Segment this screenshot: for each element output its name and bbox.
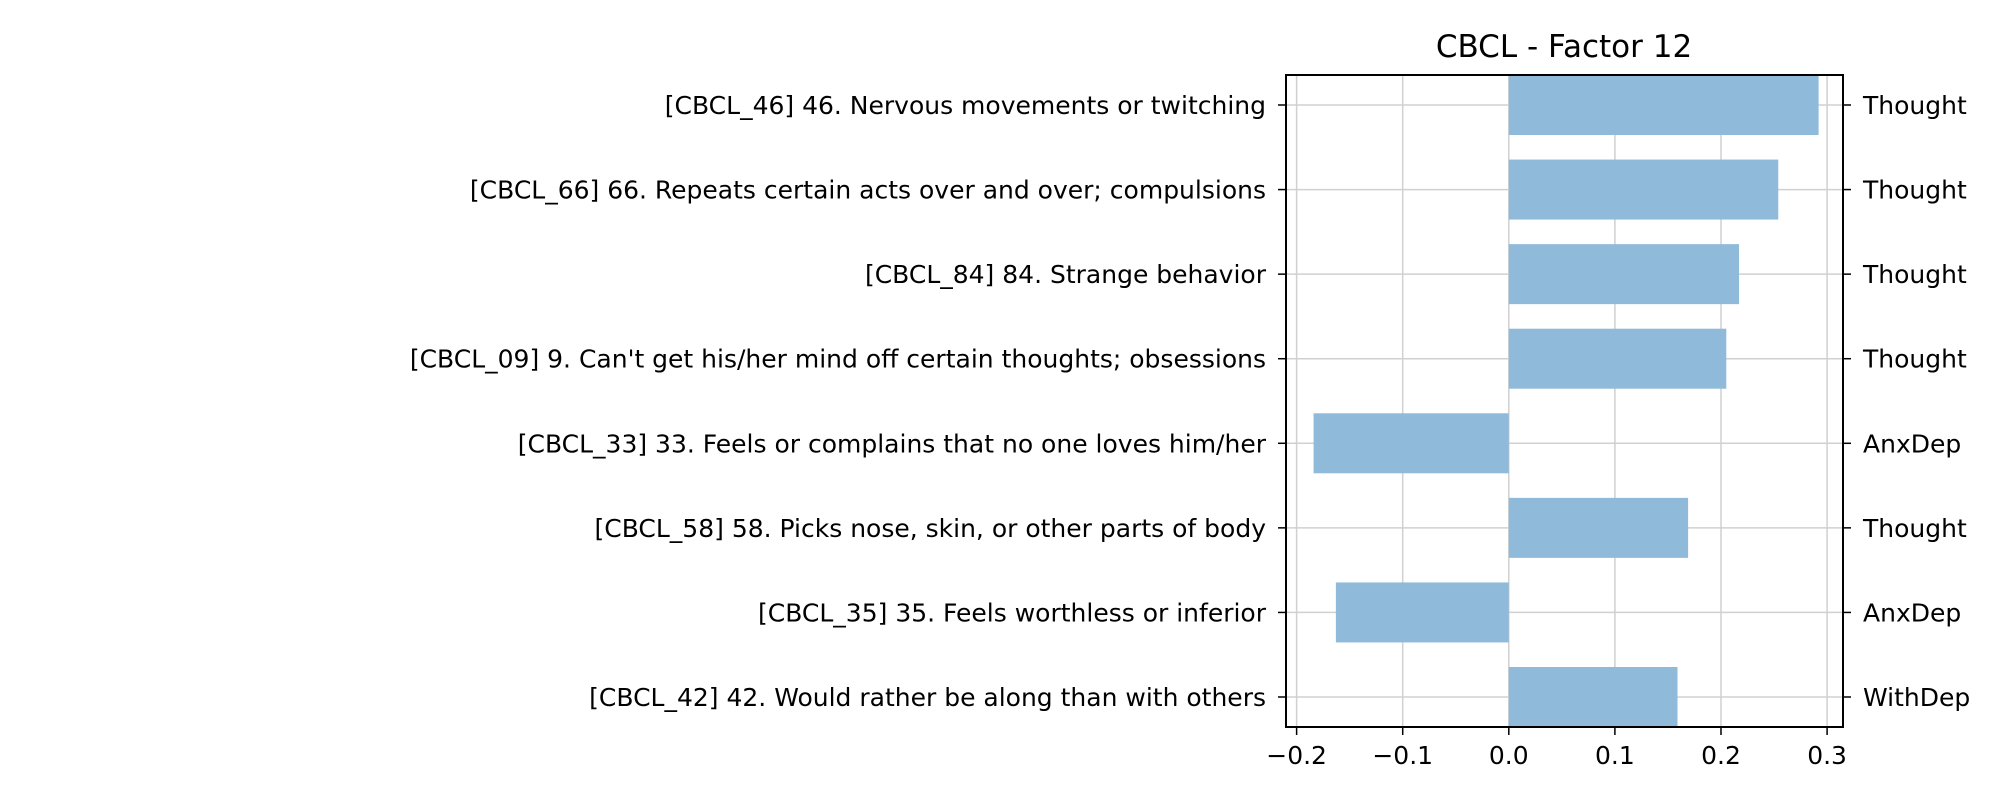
plot-frame <box>1285 74 1844 728</box>
bar-layer <box>1313 75 1819 727</box>
category-label: [CBCL_35] 35. Feels worthless or inferio… <box>758 598 1267 627</box>
bar <box>1508 328 1727 389</box>
x-tick-label: 0.2 <box>1701 741 1741 770</box>
category-label: [CBCL_84] 84. Strange behavior <box>865 260 1267 289</box>
category-label: [CBCL_33] 33. Feels or complains that no… <box>518 429 1267 458</box>
chart-title: CBCL - Factor 12 <box>1436 29 1692 65</box>
x-tick-label: −0.1 <box>1372 741 1433 770</box>
group-label: WithDep <box>1863 683 1970 712</box>
group-label: Thought <box>1862 176 1967 205</box>
group-label: AnxDep <box>1863 429 1961 458</box>
bar <box>1508 667 1678 727</box>
group-label: AnxDep <box>1863 598 1961 627</box>
x-tick-label: 0.0 <box>1489 741 1529 770</box>
x-tick-label: −0.2 <box>1266 741 1327 770</box>
category-label: [CBCL_66] 66. Repeats certain acts over … <box>470 176 1266 205</box>
bar <box>1508 159 1779 220</box>
label-layer: −0.2 −0.1 0.0 0.1 0.2 0.3 [CBCL_46] 46. Nervou… <box>410 91 1970 770</box>
bar <box>1313 413 1509 474</box>
bar <box>1508 75 1819 135</box>
group-label: Thought <box>1862 514 1967 543</box>
bar <box>1508 497 1689 558</box>
group-label: Thought <box>1862 91 1967 120</box>
x-tick-label: 0.1 <box>1595 741 1635 770</box>
category-label: [CBCL_09] 9. Can't get his/her mind off … <box>410 345 1266 374</box>
group-label: Thought <box>1862 345 1967 374</box>
group-label: Thought <box>1862 260 1967 289</box>
category-label: [CBCL_46] 46. Nervous movements or twitc… <box>665 91 1266 120</box>
bar <box>1335 582 1509 643</box>
category-label: [CBCL_58] 58. Picks nose, skin, or other… <box>595 514 1267 543</box>
axis-layer <box>1278 74 1851 735</box>
x-tick-label: 0.3 <box>1807 741 1847 770</box>
category-label: [CBCL_42] 42. Would rather be along than… <box>589 683 1266 712</box>
bar <box>1508 244 1740 305</box>
